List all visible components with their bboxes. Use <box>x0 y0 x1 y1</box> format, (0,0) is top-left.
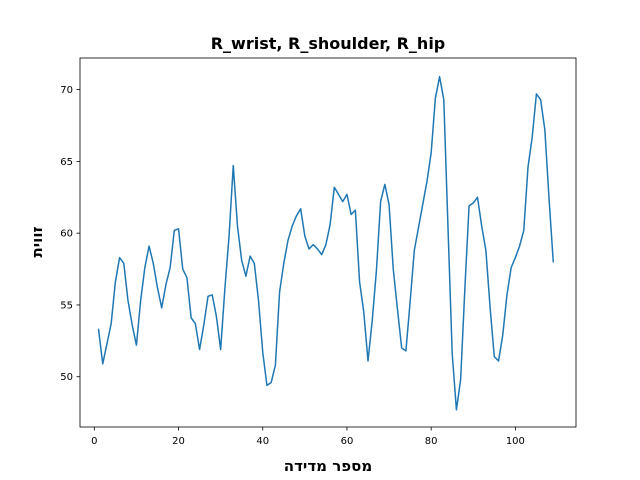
y-tick-label: 70 <box>60 85 73 96</box>
y-tick-label: 50 <box>60 372 73 383</box>
x-tick-label: 80 <box>425 436 438 447</box>
x-tick-label: 0 <box>91 436 97 447</box>
y-axis-label: זווית <box>28 227 46 258</box>
y-axis: 50 55 60 65 70 <box>60 85 80 383</box>
x-tick-label: 40 <box>256 436 269 447</box>
x-tick-label: 100 <box>506 436 525 447</box>
series-line <box>97 75 555 411</box>
x-tick-label: 20 <box>172 436 185 447</box>
y-tick-label: 55 <box>60 300 73 311</box>
x-axis-label: מספר מדידה <box>284 457 372 475</box>
x-axis: 0 20 40 60 80 100 <box>91 427 525 447</box>
y-tick-label: 60 <box>60 229 73 240</box>
y-tick-label: 65 <box>60 157 73 168</box>
chart-title: R_wrist, R_shoulder, R_hip <box>211 34 446 53</box>
x-tick-label: 60 <box>341 436 354 447</box>
plot-frame <box>79 57 577 428</box>
